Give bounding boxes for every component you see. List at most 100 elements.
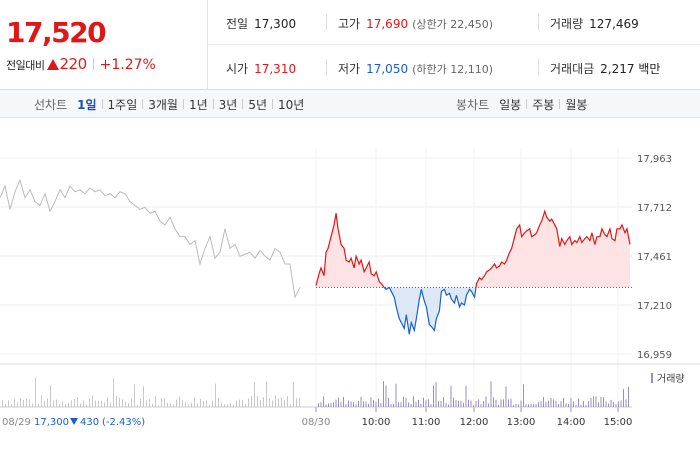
volume-bar-prev [239, 399, 240, 407]
volume-bar-prev [92, 395, 93, 407]
volume-bar [413, 396, 414, 407]
volume-bar [510, 398, 512, 407]
volume-bar [420, 403, 422, 407]
volume-bar-prev [20, 398, 21, 407]
volume-bar-prev [62, 401, 63, 407]
tab-1w[interactable]: 1주일 [107, 98, 138, 112]
volume-bar [418, 399, 419, 407]
volume-bar [540, 400, 542, 407]
volume-bar-prev [98, 400, 99, 407]
volume-bar [460, 400, 462, 407]
volume-bar [573, 401, 574, 407]
volume-bar-prev [179, 396, 180, 407]
volume-bar [600, 396, 602, 407]
today-line-down [383, 287, 477, 335]
volume-bar [590, 398, 592, 407]
volume-cell: 거래량 127,469 [550, 15, 639, 32]
volume-bar [388, 397, 389, 407]
volume-bar-prev [299, 398, 300, 407]
volume-bar [368, 403, 369, 407]
volume-bar-prev [218, 397, 219, 407]
tab-1y[interactable]: 1년 [188, 98, 208, 112]
prev-day-line [0, 178, 301, 299]
volume-bar-prev [23, 400, 24, 407]
open-value: 17,310 [254, 62, 297, 76]
tab-10y[interactable]: 10년 [278, 98, 305, 112]
volume-bar-prev [203, 400, 204, 407]
volume-bar-prev [185, 402, 186, 407]
volume-legend-label: 거래량 [657, 373, 685, 385]
volume-bar-prev [212, 400, 213, 407]
volume-bar-prev [293, 382, 294, 407]
today-line-up [315, 209, 631, 288]
volume-bar-prev [167, 402, 168, 407]
volume-bar-prev [287, 396, 288, 407]
volume-bar-prev [236, 400, 237, 407]
stats-table: 전일 17,300 고가 17,690 (상한가 22,450) 거래량 127,469… [208, 0, 700, 90]
volume-bar-prev [155, 396, 156, 407]
tab-weekly[interactable]: 주봉 [532, 98, 555, 112]
volume-bar [350, 401, 352, 407]
volume-bar-prev [14, 399, 15, 407]
volume-bar [365, 401, 367, 407]
volume-bar-prev [104, 402, 105, 407]
prev-close-value: 17,300 [254, 17, 297, 31]
low-cell: 저가 17,050 (하한가 12,110) [338, 60, 493, 77]
volume-bar-prev [83, 400, 84, 407]
volume-bar-prev [110, 402, 111, 407]
price-box: 17,520 전일대비 220 +1.27% [0, 0, 208, 90]
volume-bar [423, 397, 424, 407]
volume-bar-prev [161, 397, 162, 407]
volume-bar-prev [146, 400, 147, 407]
volume-bar [555, 400, 557, 407]
x-tick-label: 08/30 [302, 417, 331, 428]
volume-bar [545, 401, 547, 407]
volume-bar [563, 397, 564, 407]
volume-bar [598, 402, 599, 407]
volume-bar [378, 398, 379, 407]
volume-bar [390, 404, 392, 407]
volume-bar [523, 384, 524, 407]
volume-bar-prev [80, 403, 81, 407]
volume-bar-prev [263, 397, 264, 407]
volume-bar-prev [56, 399, 57, 407]
prev-close-label: 전일 [226, 17, 249, 31]
down-triangle-icon [70, 418, 78, 425]
volume-bar-prev [224, 404, 225, 407]
volume-bar [508, 399, 509, 407]
prev-day-percent: (-2.43%) [102, 417, 145, 428]
y-tick-label: 17,210 [637, 301, 672, 312]
tab-3y[interactable]: 3년 [218, 98, 238, 112]
volume-bar [553, 399, 554, 407]
volume-bar [520, 400, 522, 407]
volume-bar-prev [74, 398, 75, 407]
tab-5y[interactable]: 5년 [248, 98, 268, 112]
volume-bar-prev [32, 403, 33, 407]
volume-bar [528, 404, 529, 407]
volume-bar-prev [86, 404, 87, 407]
volume-bar [400, 402, 402, 407]
volume-bar-prev [8, 400, 9, 407]
volume-bar [605, 401, 607, 407]
volume-bar-prev [215, 383, 216, 407]
volume-bar [493, 397, 494, 407]
axis-layer: 17,963 17,712 17,461 17,210 16,959 08/30 10:00… [2, 154, 672, 428]
volume-bar-prev [119, 397, 120, 407]
volume-bar [570, 398, 572, 407]
volume-bar [393, 403, 394, 407]
low-label: 저가 [338, 62, 361, 76]
volume-bar-prev [182, 400, 183, 407]
volume-bar [395, 383, 397, 407]
tab-divider [182, 99, 184, 109]
volume-bar [463, 402, 464, 407]
volume-bar-prev [257, 396, 258, 407]
volume-bar [443, 397, 444, 407]
tab-3m[interactable]: 3개월 [148, 98, 178, 112]
chart-tab-bar: 선차트 1일 1주일 3개월 1년 3년 5년 10년 봉차트 일봉 주봉 월봉 [0, 90, 700, 118]
volume-bar-prev [29, 399, 30, 407]
tab-monthly[interactable]: 월봉 [565, 98, 588, 112]
tab-daily[interactable]: 일봉 [499, 98, 522, 112]
open-cell: 시가 17,310 [226, 60, 296, 77]
prev-day-change: 430 [80, 417, 99, 428]
tab-1d[interactable]: 1일 [77, 98, 97, 112]
